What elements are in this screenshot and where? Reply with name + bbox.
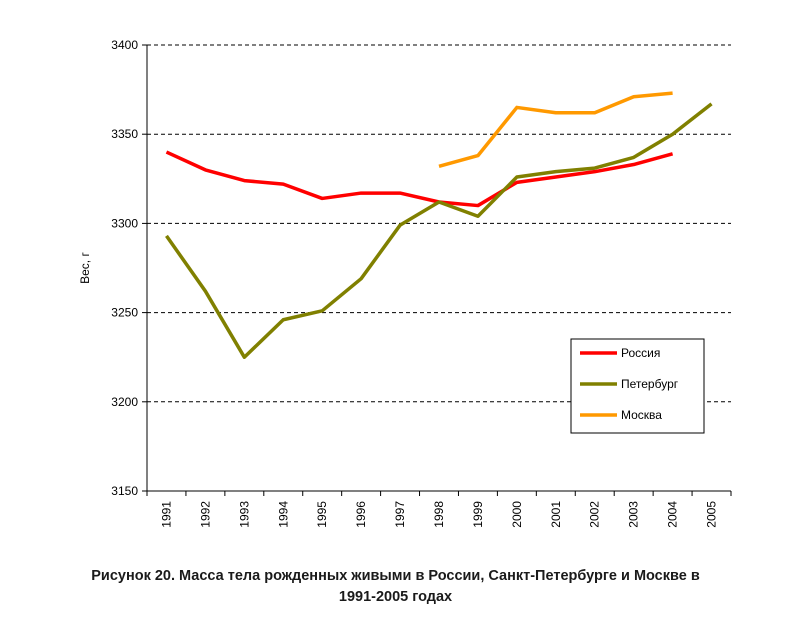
data-point	[671, 92, 674, 95]
y-tick-label: 3250	[111, 306, 138, 320]
series-layer	[165, 91, 713, 359]
data-point	[632, 156, 635, 159]
y-axis-title: Вес, г	[78, 252, 92, 284]
data-point	[438, 200, 441, 203]
y-tick-label: 3400	[111, 38, 138, 52]
x-tick-label: 1992	[198, 501, 212, 528]
data-point	[632, 95, 635, 98]
chart-container: 3150 3200 3250 3300 3350 3400 1991 1992 1993 1994…	[78, 38, 732, 528]
data-point	[165, 234, 168, 237]
legend-label: Петербург	[621, 377, 679, 391]
x-tick-label: 1998	[432, 501, 446, 528]
x-tick-label: 2002	[588, 501, 602, 528]
data-point	[399, 192, 402, 195]
data-point	[476, 204, 479, 207]
data-point	[360, 277, 363, 280]
data-point	[321, 197, 324, 200]
y-tick-label: 3200	[111, 395, 138, 409]
x-tick-label: 1999	[471, 501, 485, 528]
series-line-2	[165, 102, 713, 359]
x-tick-label: 2001	[549, 501, 563, 528]
series-line-3	[438, 91, 673, 168]
data-point	[515, 106, 518, 109]
data-point	[204, 290, 207, 293]
data-point	[476, 215, 479, 218]
data-point	[399, 224, 402, 227]
y-tick-label: 3150	[111, 484, 138, 498]
data-point	[438, 165, 441, 168]
legend: Россия Петербург Москва	[570, 338, 705, 434]
y-tick-label: 3300	[111, 216, 138, 230]
data-point	[671, 133, 674, 136]
data-point	[243, 179, 246, 182]
data-point	[476, 154, 479, 157]
caption-line-2: 1991-2005 годах	[338, 589, 453, 605]
data-point	[710, 102, 713, 105]
x-tick-label: 1995	[315, 501, 329, 528]
data-point	[554, 170, 557, 173]
x-tick-label: 2000	[510, 501, 524, 528]
x-tick-label: 1993	[237, 501, 251, 528]
data-point	[282, 318, 285, 321]
data-point	[593, 170, 596, 173]
data-point	[282, 183, 285, 186]
axis-layer: 3150 3200 3250 3300 3350 3400 1991 1992 1993 1994…	[78, 38, 732, 528]
data-point	[243, 356, 246, 359]
x-tick-label: 2004	[666, 501, 680, 528]
data-point	[593, 111, 596, 114]
data-point	[165, 151, 168, 154]
data-point	[515, 181, 518, 184]
x-tick-label: 2003	[627, 501, 641, 528]
figure-caption: Рисунок 20. Масса тела рожденных живыми …	[0, 566, 791, 608]
line-chart: 3150 3200 3250 3300 3350 3400 1991 1992 1993 1994…	[78, 38, 732, 528]
data-point	[321, 309, 324, 312]
x-tick-label: 1994	[276, 501, 290, 528]
y-tick-label: 3350	[111, 127, 138, 141]
caption-line-1: Рисунок 20. Масса тела рожденных живыми …	[91, 568, 700, 584]
x-tick-label: 2005	[705, 501, 719, 528]
x-tick-label: 1991	[159, 501, 173, 528]
data-point	[632, 163, 635, 166]
data-point	[360, 192, 363, 195]
data-point	[515, 176, 518, 179]
data-point	[671, 152, 674, 155]
x-tick-label: 1997	[393, 501, 407, 528]
data-point	[554, 176, 557, 179]
data-point	[593, 167, 596, 170]
legend-label: Москва	[621, 408, 662, 422]
data-point	[554, 111, 557, 114]
x-tick-label: 1996	[354, 501, 368, 528]
series-line-1	[165, 150, 674, 208]
data-point	[204, 168, 207, 171]
legend-label: Россия	[621, 346, 660, 360]
